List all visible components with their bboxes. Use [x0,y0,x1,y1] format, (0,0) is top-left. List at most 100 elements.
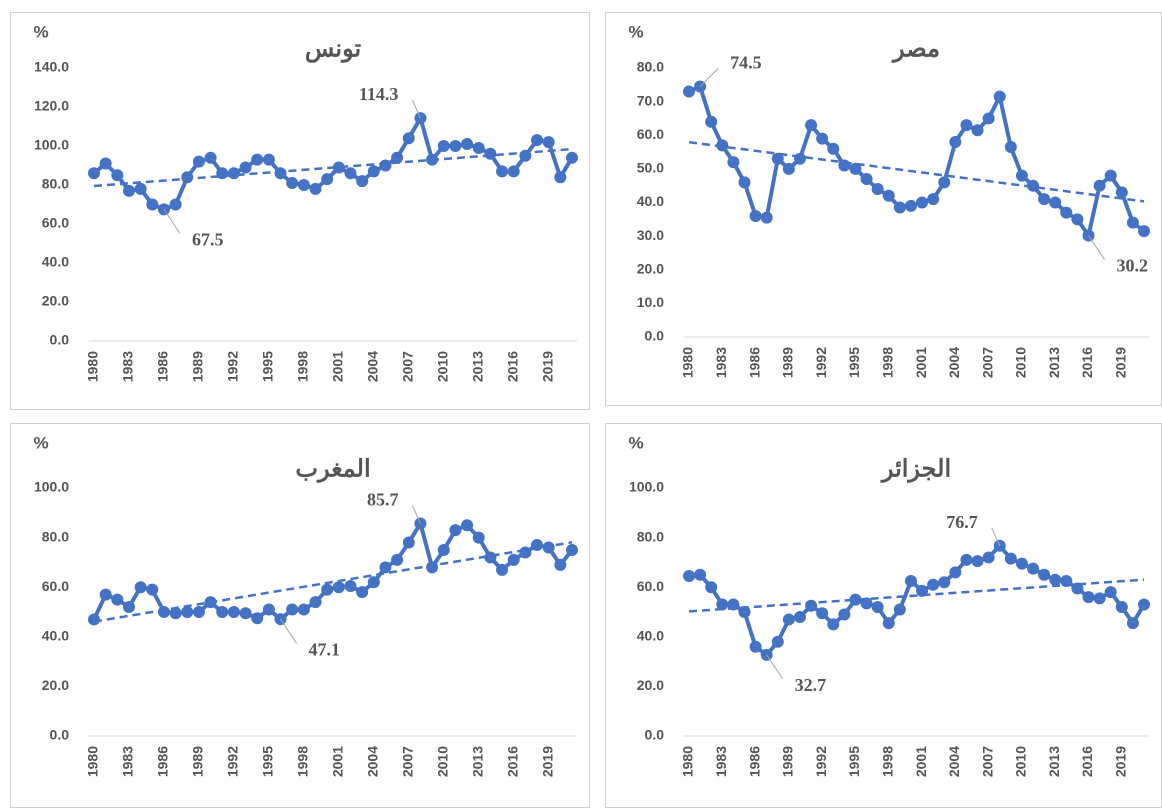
data-point [760,648,773,661]
x-tick-label: 1980 [85,746,101,777]
data-point [782,613,795,626]
data-point [496,563,509,576]
data-point [507,553,520,566]
data-point [181,171,194,184]
data-point [1071,213,1084,226]
data-point [181,606,194,618]
data-point [749,209,762,222]
data-point [1015,557,1028,570]
y-tick-label: 0.0 [50,332,70,348]
data-point [321,583,334,596]
y-tick-label: 40.0 [42,254,69,270]
data-point [88,167,100,180]
x-tick-label: 1983 [713,746,729,777]
data-point [1104,169,1117,182]
data-point [1071,582,1084,595]
data-point [146,583,159,596]
chart-title: المغرب [295,455,370,483]
data-point [871,183,884,196]
data-point [111,593,124,606]
x-tick-label: 1980 [680,746,696,777]
data-point [1060,206,1073,219]
data-point [916,584,929,597]
data-point [738,606,751,618]
x-tick-label: 1986 [155,746,171,777]
trendline [688,140,1145,203]
data-point [461,519,474,532]
data-point [332,581,345,594]
data-point [838,608,851,621]
data-point [437,140,450,152]
data-point [1115,601,1128,614]
x-tick-label: 1989 [190,351,206,382]
data-point [169,607,182,620]
data-point [927,193,940,206]
data-point [216,167,229,180]
data-point [716,598,729,611]
data-point [893,603,906,616]
data-point [251,153,264,166]
data-point [1027,179,1040,192]
data-point [904,199,917,212]
data-point [871,601,884,614]
data-point [192,606,205,618]
x-tick-label: 2013 [469,746,485,777]
data-point [262,603,275,616]
y-tick-label: 70.0 [637,92,664,108]
data-point [793,152,806,165]
leader-line [163,209,181,234]
x-tick-label: 2019 [1113,347,1129,378]
data-point [749,640,762,653]
x-tick-label: 1998 [295,351,311,382]
data-point [1004,552,1017,565]
data-point [204,151,217,164]
y-tick-label: 60.0 [637,126,664,142]
data-point [1038,568,1051,581]
data-point [849,162,862,175]
x-tick-label: 1995 [260,351,276,382]
data-label: 76.7 [946,512,978,532]
y-tick-label: 30.0 [637,227,664,243]
data-label: 30.2 [1117,256,1149,276]
data-point [705,581,718,594]
y-tick-label: 20.0 [42,677,69,693]
x-tick-label: 1983 [120,746,136,777]
leader-line [991,527,1001,546]
data-point [1049,196,1062,209]
data-point [449,524,462,537]
y-tick-label: 80.0 [637,528,664,544]
data-point [554,558,567,571]
x-tick-label: 1998 [879,347,895,378]
y-tick-label: 40.0 [637,193,664,209]
x-tick-label: 2004 [946,347,962,378]
data-point [971,555,984,568]
data-point [519,546,532,559]
data-point [472,141,485,154]
x-tick-label: 1995 [846,347,862,378]
data-point [1060,575,1073,587]
data-point [782,162,795,175]
data-point [239,607,252,620]
data-point [344,579,357,592]
data-point [449,140,462,152]
data-point [169,198,182,211]
y-axis-label: % [33,22,48,41]
chart-panel: المغرب% 0.0 20.0 40.0 60.0 80.0 100.0 1980 1983 1… [10,423,590,808]
x-tick-label: 1989 [780,746,796,777]
data-point [402,536,415,549]
data-point [1126,216,1139,229]
x-tick-label: 2007 [399,351,415,382]
y-tick-label: 100.0 [629,479,664,495]
y-tick-label: 100.0 [34,479,69,495]
data-point [827,618,840,631]
x-tick-label: 1992 [225,351,241,382]
data-point [531,134,544,147]
x-tick-label: 2004 [365,746,381,777]
data-point [262,153,275,166]
leader-line [280,618,297,644]
data-point [982,112,995,125]
x-tick-label: 1980 [85,351,101,382]
x-tick-label: 2016 [1079,746,1095,777]
x-tick-label: 2001 [330,351,346,382]
x-tick-label: 1989 [190,746,206,777]
